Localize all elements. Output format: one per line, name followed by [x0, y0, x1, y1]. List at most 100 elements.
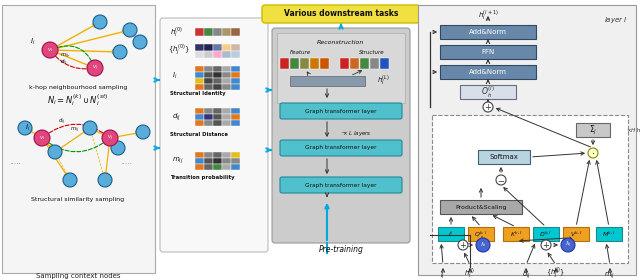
- Bar: [310, 58, 319, 69]
- Text: $\cdot$: $\cdot$: [591, 148, 595, 158]
- Circle shape: [102, 130, 118, 146]
- Bar: [204, 120, 213, 126]
- Text: +: +: [484, 102, 492, 111]
- Circle shape: [113, 45, 127, 59]
- Bar: [277, 33, 405, 103]
- Text: +: +: [543, 241, 549, 249]
- Bar: [468, 227, 494, 241]
- Text: $v_i$: $v_i$: [39, 134, 45, 142]
- Bar: [195, 84, 204, 90]
- Bar: [290, 58, 299, 69]
- Text: $I_i$: $I_i$: [30, 37, 36, 47]
- Bar: [213, 51, 222, 58]
- Bar: [418, 5, 636, 275]
- Bar: [195, 44, 204, 51]
- Bar: [231, 51, 240, 58]
- Bar: [195, 51, 204, 58]
- Bar: [440, 65, 536, 79]
- Text: Graph transformer layer: Graph transformer layer: [305, 183, 377, 188]
- Bar: [213, 158, 222, 164]
- Bar: [204, 72, 213, 78]
- Bar: [195, 120, 204, 126]
- Text: $m_{ij}$: $m_{ij}$: [605, 270, 616, 280]
- Text: $d_{ij}$: $d_{ij}$: [172, 111, 181, 123]
- Text: $\{h_j^{(0)}\}$: $\{h_j^{(0)}\}$: [168, 42, 190, 58]
- Bar: [231, 28, 240, 36]
- Bar: [195, 114, 204, 120]
- Bar: [222, 114, 231, 120]
- Bar: [204, 164, 213, 170]
- Circle shape: [133, 35, 147, 49]
- Bar: [195, 72, 204, 78]
- Bar: [195, 28, 204, 36]
- Text: Add&Norm: Add&Norm: [469, 69, 507, 75]
- Text: $K^{k,l}$: $K^{k,l}$: [510, 229, 522, 239]
- Circle shape: [48, 145, 62, 159]
- Bar: [231, 114, 240, 120]
- Circle shape: [18, 121, 32, 135]
- Text: k-hop neighbourhood sampling: k-hop neighbourhood sampling: [29, 85, 127, 90]
- Text: +: +: [460, 241, 467, 249]
- Text: $D^{k,l}$: $D^{k,l}$: [540, 229, 552, 239]
- Bar: [195, 108, 204, 114]
- Bar: [222, 108, 231, 114]
- Bar: [438, 227, 464, 241]
- Text: $v_j$: $v_j$: [107, 133, 113, 143]
- Text: $v_j$: $v_j$: [92, 63, 98, 73]
- Bar: [222, 72, 231, 78]
- Text: Graph transformer layer: Graph transformer layer: [305, 109, 377, 113]
- Text: $N_i = N_i^{(k)} \cup N_i^{(st)}$: $N_i = N_i^{(k)} \cup N_i^{(st)}$: [47, 92, 109, 108]
- Circle shape: [87, 60, 103, 76]
- Text: $I_i$: $I_i$: [24, 123, 30, 133]
- Text: $\lambda_i$: $\lambda_i$: [480, 241, 486, 249]
- Bar: [204, 28, 213, 36]
- Text: Feature: Feature: [289, 50, 310, 55]
- Text: Various downstream tasks: Various downstream tasks: [284, 10, 398, 18]
- Bar: [213, 152, 222, 158]
- Text: .....: .....: [9, 157, 21, 167]
- Bar: [222, 84, 231, 90]
- Bar: [204, 152, 213, 158]
- Text: $m_{ij}$: $m_{ij}$: [172, 156, 184, 166]
- Text: Structure: Structure: [359, 50, 385, 55]
- Bar: [222, 44, 231, 51]
- Text: Sampling context nodes: Sampling context nodes: [36, 273, 120, 279]
- Bar: [370, 58, 379, 69]
- Text: ...: ...: [340, 128, 348, 134]
- Text: .....: .....: [120, 157, 132, 167]
- Bar: [222, 164, 231, 170]
- Text: $O_h^{(l)}$: $O_h^{(l)}$: [481, 84, 495, 100]
- Bar: [222, 158, 231, 164]
- Circle shape: [93, 15, 107, 29]
- Text: Add&Norm: Add&Norm: [469, 29, 507, 35]
- Circle shape: [34, 130, 50, 146]
- Bar: [204, 158, 213, 164]
- Text: Transition probability: Transition probability: [170, 176, 234, 181]
- Bar: [222, 66, 231, 72]
- Bar: [213, 120, 222, 126]
- Text: $I_i$: $I_i$: [172, 71, 177, 81]
- Bar: [213, 84, 222, 90]
- Text: $\times H$ heads: $\times H$ heads: [626, 126, 640, 134]
- Bar: [213, 114, 222, 120]
- FancyBboxPatch shape: [272, 28, 410, 243]
- Bar: [222, 28, 231, 36]
- Circle shape: [483, 102, 493, 112]
- Circle shape: [111, 141, 125, 155]
- Text: $Q^{k,l}$: $Q^{k,l}$: [474, 229, 488, 239]
- Bar: [195, 158, 204, 164]
- Bar: [195, 152, 204, 158]
- Text: $I^l$: $I^l$: [448, 229, 454, 239]
- Circle shape: [561, 238, 575, 252]
- Bar: [2, 5, 155, 273]
- Bar: [596, 227, 622, 241]
- Text: Pre-training: Pre-training: [319, 244, 364, 253]
- Bar: [204, 78, 213, 84]
- Bar: [231, 158, 240, 164]
- Bar: [195, 164, 204, 170]
- Bar: [231, 44, 240, 51]
- Text: $m_{ij},$: $m_{ij},$: [60, 52, 70, 60]
- Bar: [213, 44, 222, 51]
- Circle shape: [83, 121, 97, 135]
- Text: $v_i$: $v_i$: [47, 46, 53, 54]
